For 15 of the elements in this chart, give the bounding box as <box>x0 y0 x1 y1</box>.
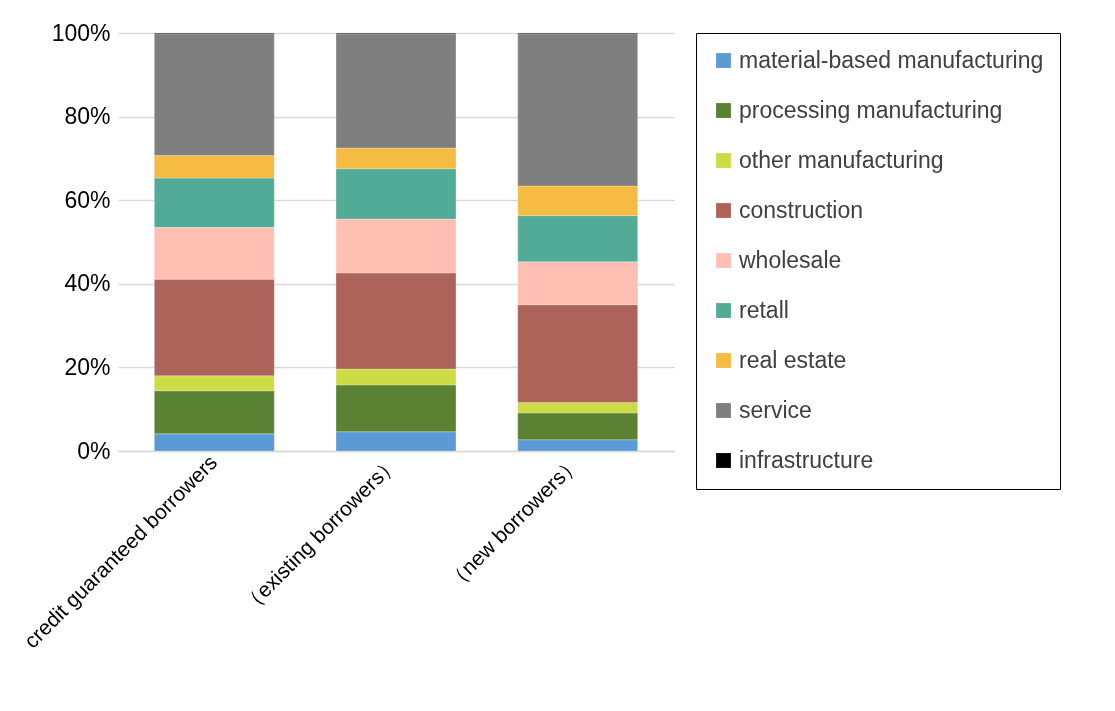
y-tick-label: 40% <box>64 270 111 297</box>
legend-label: wholesale <box>738 246 842 273</box>
y-tick-label: 20% <box>64 353 111 380</box>
legend-label: processing manufacturing <box>739 96 1003 123</box>
y-tick-label: 60% <box>64 186 111 213</box>
legend-label: construction <box>739 196 864 223</box>
y-tick-label: 80% <box>64 103 111 130</box>
legend-label: infrastructure <box>739 446 874 473</box>
y-tick-label: 100% <box>51 19 111 46</box>
legend-label: other manufacturing <box>739 146 944 173</box>
legend-label: retall <box>739 296 789 323</box>
y-tick-label: 0% <box>77 437 111 464</box>
legend-label: material-based manufacturing <box>739 46 1044 73</box>
legend-label: service <box>739 396 812 423</box>
legend-label: real estate <box>739 346 847 373</box>
